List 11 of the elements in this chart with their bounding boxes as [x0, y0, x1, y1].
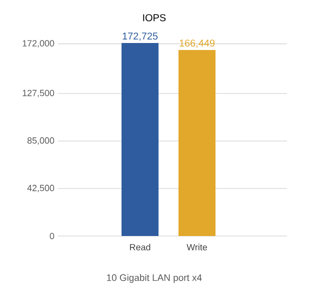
y-tick-label: 127,500: [22, 90, 54, 98]
y-tick-label: 0: [50, 232, 54, 240]
y-tick-label: 172,000: [22, 40, 54, 48]
y-tick-label: 85,000: [27, 137, 54, 145]
data-label: 172,725: [122, 32, 158, 41]
x-tick-label: Write: [186, 244, 207, 250]
x-tick-label: Read: [130, 244, 150, 250]
data-label: 166,449: [180, 40, 215, 48]
chart-title: IOPS: [143, 14, 166, 22]
y-tick-label: 42,500: [27, 184, 54, 192]
x-axis-title: 10 Gigabit LAN port x4: [107, 274, 202, 283]
